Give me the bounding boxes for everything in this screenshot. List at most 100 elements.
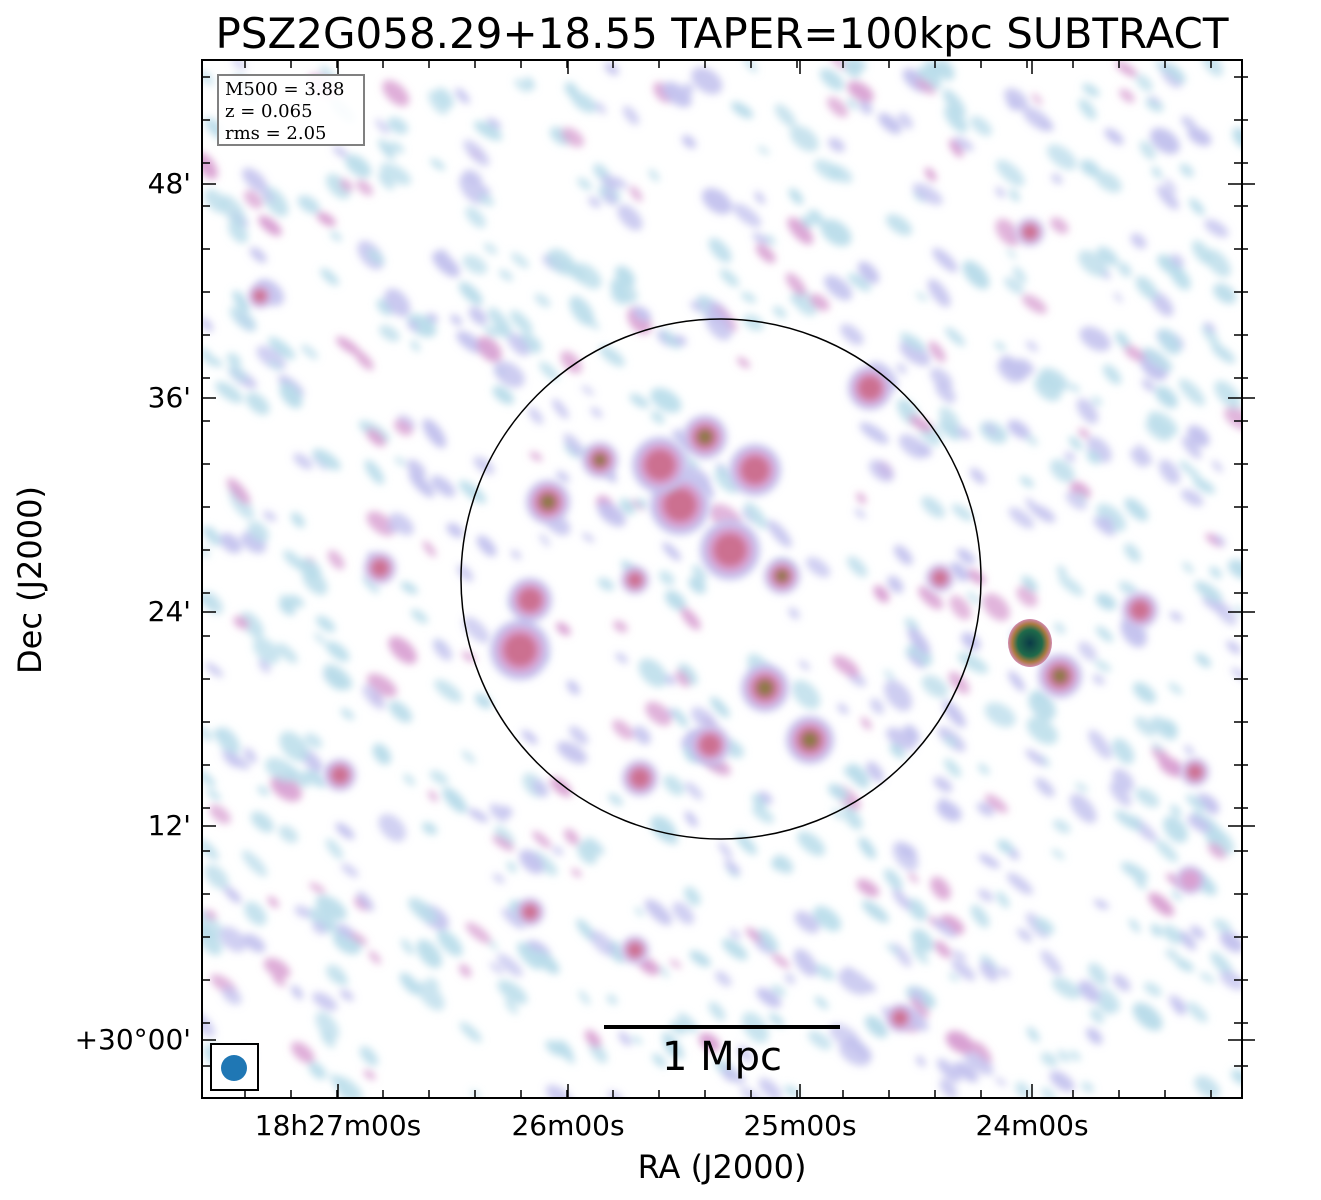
noise-speck: [1181, 436, 1202, 459]
noise-speck: [507, 332, 530, 357]
noise-speck: [581, 385, 595, 396]
noise-speck: [1069, 1050, 1081, 1061]
noise-speck: [359, 1046, 379, 1067]
noise-speck: [1016, 358, 1035, 375]
noise-speck: [602, 174, 618, 192]
noise-speck: [856, 492, 867, 504]
noise-speck: [1064, 451, 1076, 462]
noise-speck: [650, 410, 665, 424]
noise-speck: [335, 822, 355, 840]
noise-speck: [242, 167, 268, 193]
noise-speck: [272, 975, 286, 987]
noise-speck: [788, 607, 800, 620]
noise-speck: [478, 185, 491, 196]
noise-speck: [691, 564, 707, 582]
noise-speck: [1040, 755, 1051, 768]
noise-speck: [751, 805, 775, 824]
noise-speck: [313, 632, 327, 645]
noise-speck: [1230, 1069, 1242, 1085]
noise-speck: [461, 651, 476, 663]
noise-speck: [586, 317, 600, 330]
x-tick-label: 24m00s: [975, 1109, 1089, 1142]
noise-speck: [1093, 517, 1116, 536]
noise-speck: [662, 1032, 684, 1060]
r500-circle: [460, 318, 982, 840]
noise-speck: [221, 749, 240, 768]
noise-speck: [951, 503, 973, 522]
noise-speck: [378, 139, 396, 160]
noise-speck: [362, 575, 380, 594]
noise-speck: [489, 803, 509, 822]
noise-speck: [1112, 738, 1135, 765]
noise-speck: [1081, 1081, 1094, 1093]
noise-speck: [869, 698, 885, 715]
noise-speck: [1078, 250, 1107, 277]
noise-speck: [1139, 140, 1156, 160]
noise-speck: [1026, 1026, 1040, 1043]
noise-speck: [979, 961, 999, 982]
noise-speck: [1178, 378, 1206, 406]
scale-bar-label: 1 Mpc: [661, 1034, 783, 1080]
noise-speck: [854, 509, 866, 519]
noise-speck: [241, 850, 268, 877]
noise-speck: [307, 908, 337, 932]
noise-speck: [1155, 386, 1178, 409]
noise-speck: [571, 91, 597, 113]
emission-blob: [522, 904, 538, 920]
noise-speck: [597, 577, 615, 591]
noise-speck: [363, 1070, 376, 1080]
noise-speck: [1168, 995, 1187, 1012]
noise-speck: [1077, 491, 1087, 502]
noise-speck: [219, 533, 242, 554]
noise-speck: [698, 1032, 721, 1052]
noise-speck: [610, 290, 627, 306]
noise-speck: [1076, 398, 1099, 424]
noise-speck: [1165, 948, 1180, 961]
noise-speck: [1185, 794, 1206, 812]
noise-speck: [1089, 1008, 1105, 1024]
noise-speck: [599, 345, 625, 367]
noise-speck: [380, 162, 412, 186]
noise-speck: [240, 611, 264, 639]
noise-speck: [463, 139, 490, 167]
noise-speck: [1158, 459, 1181, 485]
noise-speck: [564, 443, 580, 459]
noise-speck: [584, 837, 605, 855]
noise-speck: [1040, 949, 1063, 976]
noise-speck: [847, 98, 858, 110]
noise-speck: [1130, 233, 1147, 249]
scale-bar: [604, 1025, 840, 1029]
noise-speck: [1014, 675, 1024, 686]
noise-speck: [375, 118, 390, 135]
noise-speck: [417, 981, 445, 1011]
noise-speck: [886, 727, 916, 750]
noise-speck: [213, 357, 223, 368]
noise-speck: [1034, 917, 1055, 935]
y-tick-label: +30°00': [74, 1023, 191, 1056]
plot-frame-border: [201, 59, 1243, 1099]
noise-speck: [631, 1035, 643, 1045]
noise-speck: [767, 520, 792, 548]
noise-speck: [933, 776, 953, 793]
noise-speck: [1031, 504, 1056, 523]
noise-speck: [932, 247, 958, 273]
noise-speck: [1213, 918, 1232, 934]
noise-speck: [828, 137, 845, 153]
noise-speck: [1082, 83, 1100, 97]
noise-speck: [1130, 448, 1147, 468]
noise-speck: [497, 979, 528, 1005]
noise-speck: [1205, 249, 1231, 278]
noise-speck: [939, 914, 965, 935]
noise-speck: [422, 822, 438, 835]
noise-speck: [549, 776, 572, 797]
noise-speck: [1074, 782, 1089, 792]
noise-speck: [494, 826, 515, 847]
noise-speck: [912, 183, 943, 205]
noise-speck: [416, 939, 442, 969]
noise-speck: [846, 556, 868, 578]
noise-speck: [840, 323, 864, 346]
noise-speck: [510, 549, 522, 560]
noise-speck: [341, 863, 359, 878]
noise-speck: [1052, 819, 1071, 834]
noise-speck: [967, 591, 980, 605]
